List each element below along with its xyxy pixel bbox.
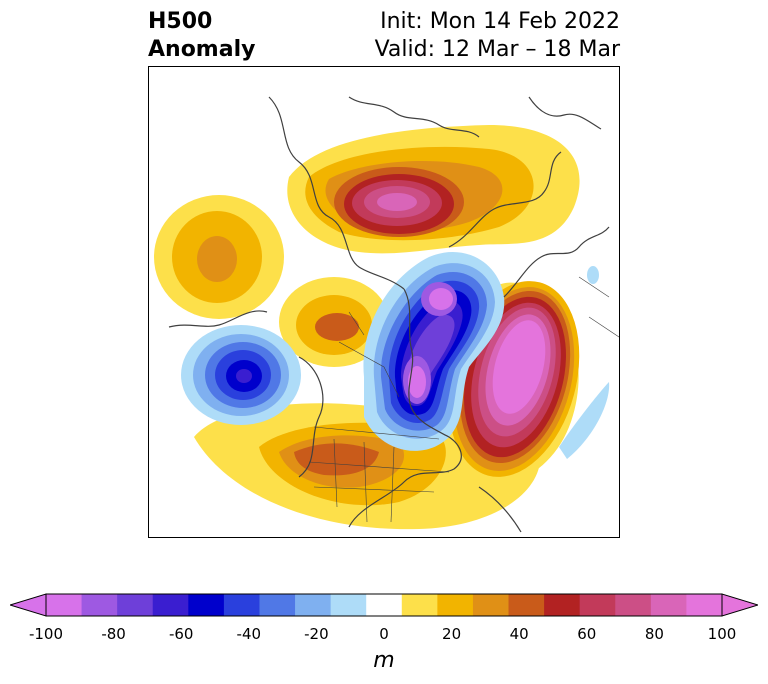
colorbar-cell — [188, 594, 225, 616]
colorbar-min-extend — [10, 593, 47, 617]
colorbar-cell — [686, 594, 723, 616]
coastlines — [168, 96, 610, 533]
colorbar-tick-label: 0 — [379, 625, 389, 643]
title-right: Init: Mon 14 Feb 2022 Valid: 12 Mar – 18… — [375, 8, 620, 64]
east-atlantic-weak-trough — [559, 266, 610, 459]
init-date: Init: Mon 14 Feb 2022 — [380, 9, 620, 34]
colorbar-cell — [508, 594, 545, 616]
colorbar-tick-label: 60 — [577, 625, 597, 643]
colorbar-cell — [544, 594, 581, 616]
colorbar-cell — [117, 594, 154, 616]
colorbar-tick-label: 40 — [509, 625, 529, 643]
title-anomaly: Anomaly — [148, 37, 256, 62]
colorbar-cell — [615, 594, 652, 616]
title-variable: H500 — [148, 9, 213, 34]
colorbar-cell — [330, 594, 367, 616]
colorbar-tick-label: -20 — [304, 625, 329, 643]
colorbar-outline — [45, 593, 723, 617]
map-panel — [148, 66, 620, 538]
colorbar — [10, 593, 758, 617]
colorbar-unit-label: m — [373, 648, 395, 673]
colorbar-cell — [401, 594, 438, 616]
colorbar-cell — [366, 594, 403, 616]
colorbar-cell — [259, 594, 296, 616]
anomaly-map — [154, 96, 619, 533]
hudson-bay-trough — [363, 251, 505, 451]
bering-ridge — [154, 195, 284, 319]
colorbar-tick-label: -80 — [101, 625, 126, 643]
colorbar-tick-label: -100 — [28, 625, 64, 643]
colorbar-max-extend — [721, 593, 758, 617]
colorbar-cell — [46, 594, 83, 616]
colorbar-cell — [437, 594, 474, 616]
colorbar-cell — [152, 594, 189, 616]
colorbar-cell — [579, 594, 616, 616]
colorbar-tick-label: -40 — [236, 625, 262, 643]
colorbar-tick-label: 80 — [644, 625, 664, 643]
colorbar-tick-label: 100 — [707, 625, 737, 643]
colorbar-cells — [46, 594, 723, 616]
colorbar-cell — [472, 594, 510, 616]
valid-range: Valid: 12 Mar – 18 Mar — [374, 37, 620, 62]
title-left: H500 Anomaly — [148, 8, 255, 64]
colorbar-tick-label: -60 — [168, 625, 194, 643]
colorbar-cell — [650, 594, 687, 616]
colorbar-cell — [295, 594, 332, 616]
alaska-ridge — [279, 277, 389, 367]
colorbar-cell — [223, 594, 260, 616]
colorbar-cell — [81, 594, 118, 616]
colorbar-tick-label: 20 — [442, 625, 462, 643]
gulf-of-alaska-trough — [181, 325, 301, 425]
borders — [308, 276, 619, 523]
greenland-ridge — [287, 125, 580, 254]
